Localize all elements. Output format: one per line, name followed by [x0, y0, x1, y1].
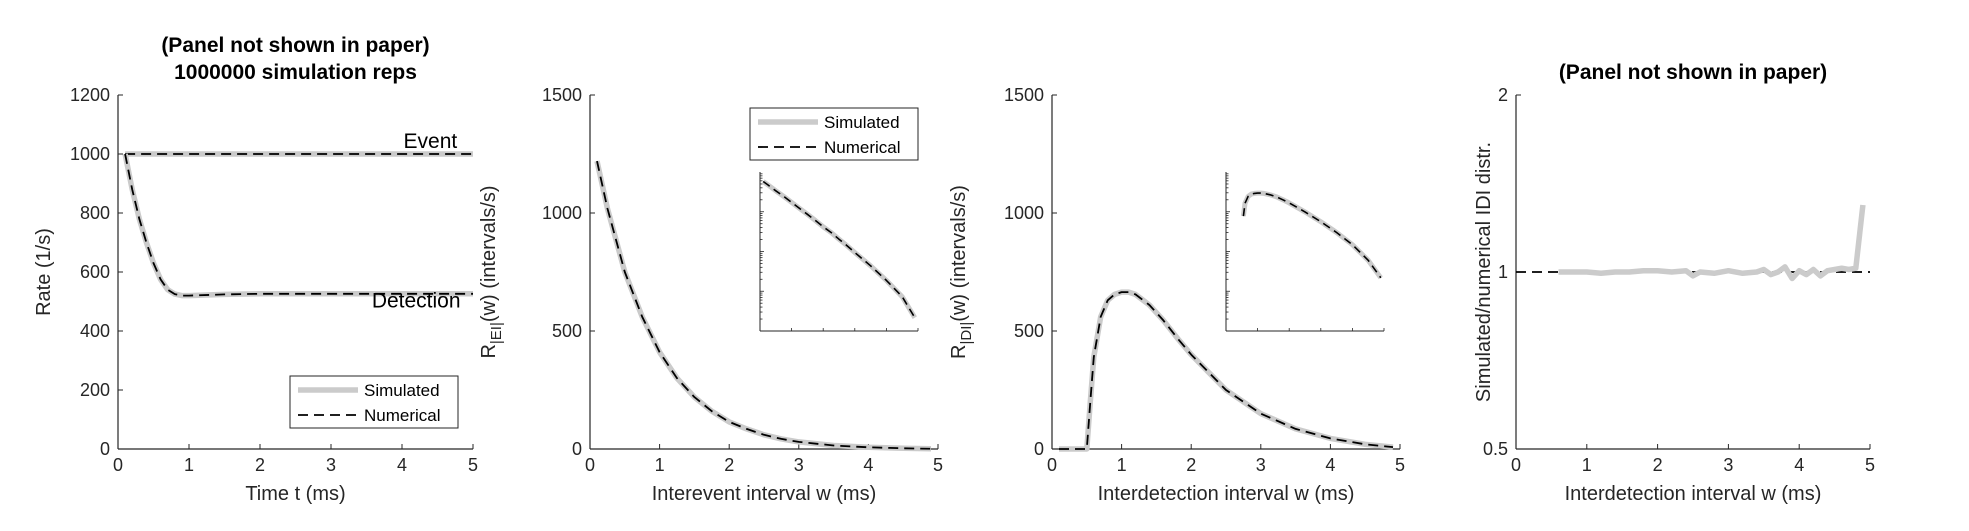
- x-tick-label: 2: [1653, 455, 1663, 475]
- x-tick-label: 2: [255, 455, 265, 475]
- inset-log-plot: [1225, 172, 1385, 332]
- y-tick-label: 800: [80, 203, 110, 223]
- y-tick-label: 0: [572, 439, 582, 459]
- y-tick-label: 400: [80, 321, 110, 341]
- x-tick-label: 1: [184, 455, 194, 475]
- x-tick-label: 0: [113, 455, 123, 475]
- x-tick-label: 1: [1117, 455, 1127, 475]
- series-line-numerical: [596, 160, 932, 450]
- series-line-simulated: [594, 160, 932, 452]
- series-line-numerical: [1059, 291, 1394, 450]
- y-tick-label: 500: [552, 321, 582, 341]
- y-tick-label: 1000: [1004, 203, 1044, 223]
- y-tick-label: 0: [1034, 439, 1044, 459]
- x-axis-label: Interevent interval w (ms): [652, 483, 877, 505]
- y-tick-label: 0.5: [1483, 439, 1508, 459]
- y-tick-label: 1000: [542, 203, 582, 223]
- series-line-detection-numerical: [124, 153, 473, 297]
- y-tick-label: 2: [1498, 85, 1508, 105]
- legend-box: [289, 375, 459, 429]
- x-tick-label: 0: [1511, 455, 1521, 475]
- x-axis-label: Time t (ms): [245, 483, 345, 505]
- inset-log-plot: [759, 172, 919, 332]
- panel-rate-vs-time: 0 1 2 3 4 5 0 200 400 600 800 1000 1200 Time t (ms) Ra…: [33, 34, 478, 505]
- inset-series-line-simulated: [1240, 190, 1383, 280]
- y-tick-label: 1000: [70, 144, 110, 164]
- series-line-simulated: [1558, 204, 1866, 282]
- chart-title: (Panel not shown in paper): [1559, 61, 1827, 84]
- x-tick-label: 4: [1794, 455, 1804, 475]
- legend-label-simulated: Simulated: [364, 381, 440, 400]
- x-tick-label: 1: [1582, 455, 1592, 475]
- x-tick-label: 0: [585, 455, 595, 475]
- x-tick-label: 4: [863, 455, 873, 475]
- legend-box: [749, 107, 919, 161]
- y-axis-label: Simulated/numerical IDI distr.: [1473, 142, 1495, 402]
- legend-label-simulated: Simulated: [824, 113, 900, 132]
- x-tick-label: 3: [1723, 455, 1733, 475]
- x-tick-label: 3: [794, 455, 804, 475]
- y-tick-label: 1500: [542, 85, 582, 105]
- inset-series-line-numerical: [762, 180, 916, 319]
- x-tick-label: 5: [468, 455, 478, 475]
- inset-series-line-simulated: [761, 179, 917, 319]
- x-tick-label: 2: [724, 455, 734, 475]
- panel-interevent-interval: 0 1 2 3 4 5 0 500 1000 1500 Interevent interval w …: [478, 85, 943, 505]
- series-line-detection-simulated: [122, 153, 473, 299]
- y-tick-label: 1500: [1004, 85, 1044, 105]
- x-tick-label: 5: [1395, 455, 1405, 475]
- y-tick-label: 0: [100, 439, 110, 459]
- x-tick-label: 1: [655, 455, 665, 475]
- chart-title: 1000000 simulation reps: [174, 61, 417, 84]
- x-axis-label: Interdetection interval w (ms): [1565, 483, 1822, 505]
- y-tick-label: 200: [80, 380, 110, 400]
- y-axis-label: Rate (1/s): [33, 228, 55, 316]
- x-tick-label: 2: [1186, 455, 1196, 475]
- chart-title: (Panel not shown in paper): [161, 34, 429, 57]
- y-axis-label: R|DI|(w) (intervals/s): [948, 185, 975, 359]
- y-axis-label: R|EI|(w) (intervals/s): [478, 185, 505, 358]
- x-tick-label: 5: [933, 455, 943, 475]
- panel-ratio-simulated-numerical: 0 1 2 3 4 5 0.5 1 2 Interdetection interval w (ms…: [1473, 61, 1875, 505]
- x-axis-label: Interdetection interval w (ms): [1098, 483, 1355, 505]
- inset-series-line-numerical: [1242, 192, 1382, 279]
- y-tick-label: 600: [80, 262, 110, 282]
- annotation-event: Event: [404, 130, 458, 153]
- legend-label-numerical: Numerical: [364, 406, 441, 425]
- y-tick-label: 1: [1498, 262, 1508, 282]
- x-tick-label: 4: [397, 455, 407, 475]
- x-tick-label: 0: [1047, 455, 1057, 475]
- y-tick-label: 1200: [70, 85, 110, 105]
- panel-interdetection-interval: 0 1 2 3 4 5 0 500 1000 1500 Interdetection interva…: [948, 85, 1405, 505]
- x-tick-label: 3: [326, 455, 336, 475]
- annotation-detection: Detection: [372, 289, 461, 312]
- y-tick-label: 500: [1014, 321, 1044, 341]
- legend-label-numerical: Numerical: [824, 138, 901, 157]
- x-tick-label: 4: [1325, 455, 1335, 475]
- x-tick-label: 5: [1865, 455, 1875, 475]
- x-tick-label: 3: [1256, 455, 1266, 475]
